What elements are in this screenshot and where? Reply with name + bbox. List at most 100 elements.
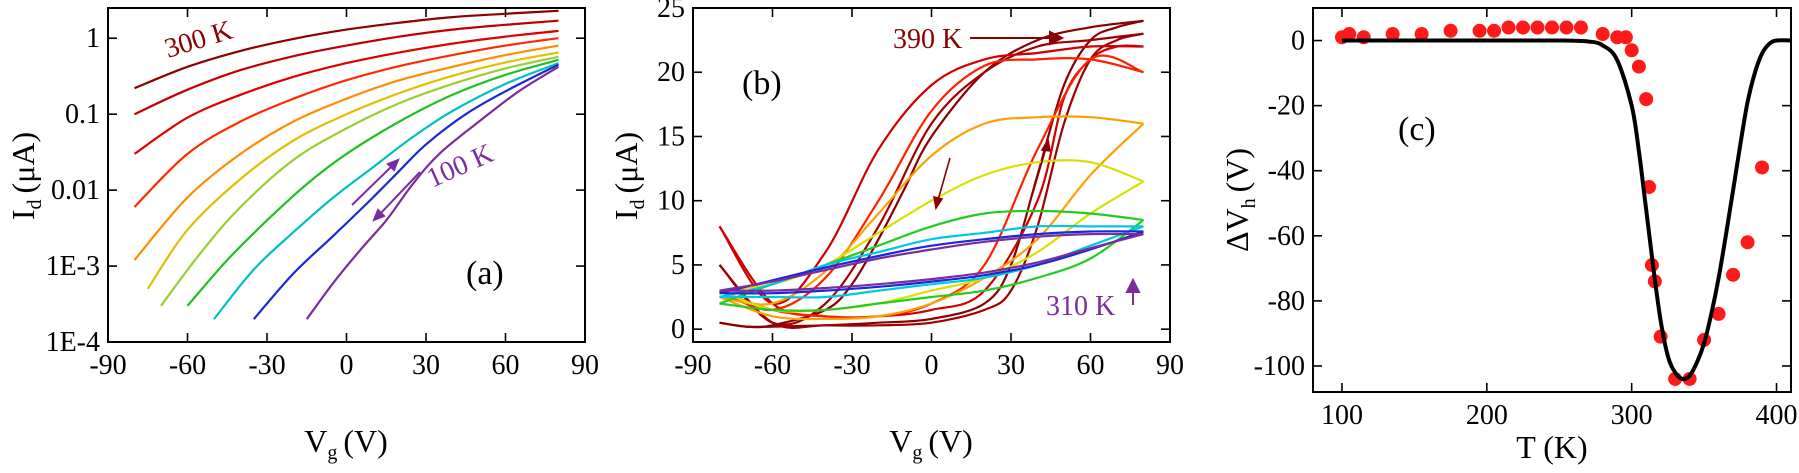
panel-a-xtick-label: 30	[412, 350, 440, 381]
panel-b: -90 -60 -30 0 30 60 90 0 5 10 15 20 25 (b) Vg (V) Id(…	[608, 0, 1184, 464]
panel-b-xtick-label: -30	[833, 350, 870, 381]
panel-c-xtick-label: 400	[1756, 400, 1798, 431]
panel-c-ytick-label: -20	[1268, 91, 1305, 122]
panel-b-series-line	[719, 225, 1144, 299]
panel-c-ytick-label: -60	[1268, 221, 1305, 252]
panel-c-data-point	[1639, 92, 1654, 107]
panel-c-data-point	[1559, 20, 1574, 35]
panel-b-ytick-label: 10	[657, 186, 685, 217]
panel-a-series-line	[160, 55, 559, 307]
panel-a-ylabel: Id(μA)	[5, 132, 46, 220]
panel-c-ytick-label: -40	[1268, 156, 1305, 187]
panel-b-ylabel: Id(μA)	[608, 132, 649, 220]
panel-a-series-line	[134, 19, 559, 116]
panel-b-ytick-label: 20	[657, 57, 685, 88]
panel-c-ytick-label: 0	[1291, 26, 1305, 57]
panel-b-series-line	[719, 19, 1144, 329]
panel-a-tick-labels: -90 -60 -30 0 30 60 90 1E-4 1E-3 0.01 0.1 1	[46, 23, 599, 381]
panel-c-tick-labels: 100 200 300 400 0 -20 -40 -60 -80 -100	[1254, 26, 1798, 431]
panel-a-annotation-100k: 100 K	[422, 138, 498, 194]
panel-c-data-point	[1624, 43, 1639, 58]
panel-c-data-point	[1631, 59, 1646, 74]
panel-c-ylabel: ΔVh(V)	[1219, 148, 1260, 252]
panel-b-series-line	[719, 57, 1144, 312]
panel-a-xlabel: Vg (V)	[304, 423, 388, 464]
panel-b-tick-labels: -90 -60 -30 0 30 60 90 0 5 10 15 20 25	[657, 0, 1184, 381]
panel-c-data-point	[1755, 160, 1770, 175]
panel-a-series	[133, 9, 560, 320]
panel-c-data-point	[1595, 27, 1610, 42]
panel-a-series-line	[134, 9, 559, 90]
panel-c-ticks	[1313, 8, 1791, 392]
panel-c-data-point	[1501, 20, 1516, 35]
panel-b-xtick-label: 30	[997, 350, 1025, 381]
panel-a-xtick-label: -90	[89, 350, 126, 381]
panel-c-data-point	[1711, 306, 1726, 321]
panel-a-xtick-label: 90	[571, 350, 599, 381]
panel-c-xtick-label: 300	[1611, 400, 1653, 431]
panel-a-ytick-label: 1	[86, 23, 100, 54]
panel-a-series-line	[133, 29, 559, 155]
panel-a-series-line	[146, 51, 559, 290]
panel-c-data-point	[1682, 371, 1697, 386]
panel-b-series-line	[718, 32, 1144, 326]
panel-c-data-point	[1472, 23, 1487, 38]
panel-a-series-line	[252, 63, 559, 320]
panel-b-series-line	[719, 230, 1144, 295]
panel-c-series	[1334, 20, 1791, 386]
panel-a-xtick-label: 0	[340, 350, 354, 381]
panel-c-xlabel: T (K)	[1516, 429, 1587, 465]
panel-a-frame	[107, 7, 586, 343]
panel-b-xtick-label: -90	[674, 350, 711, 381]
panel-b-series	[718, 19, 1145, 329]
panel-c-data-point	[1530, 20, 1545, 35]
panel-a-ytick-label: 0.01	[51, 175, 100, 206]
panel-c-xtick-label: 200	[1466, 400, 1508, 431]
panel-b-series-line	[719, 233, 1144, 292]
panel-b-series-line	[719, 115, 1144, 306]
panel-a-xtick-label: -30	[248, 350, 285, 381]
panel-b-ytick-label: 25	[657, 0, 685, 24]
panel-b-xtick-label: 60	[1077, 350, 1105, 381]
panel-c-xtick-label: 100	[1321, 400, 1363, 431]
panel-b-series-line	[719, 230, 1144, 295]
panel-a: -90 -60 -30 0 30 60 90 1E-4 1E-3 0.01 0.1 1 (a) Vg(…	[5, 7, 599, 464]
panel-b-ytick-label: 5	[671, 250, 685, 281]
panel-a-series-line	[186, 58, 559, 307]
panel-b-label: (b)	[742, 65, 782, 102]
panel-c-data-point	[1726, 267, 1741, 282]
panel-c-data-point	[1385, 27, 1400, 42]
panel-c-ytick-label: -100	[1254, 351, 1305, 382]
panel-b-xtick-label: 0	[925, 350, 939, 381]
panel-c-label: (c)	[1398, 111, 1436, 148]
panel-b-frame	[692, 7, 1171, 343]
panel-b-series-line	[719, 122, 1145, 321]
panel-a-xtick-label: -60	[169, 350, 206, 381]
panel-c-data-point	[1618, 30, 1633, 45]
panel-a-series-line	[213, 62, 559, 320]
panel-a-series-line	[133, 44, 559, 261]
panel-b-xtick-label: -60	[754, 350, 791, 381]
panel-b-xlabel: Vg (V)	[889, 423, 973, 464]
panel-b-series-line	[718, 44, 1144, 305]
panel-c-data-point	[1414, 27, 1429, 42]
panel-c-data-point	[1516, 20, 1531, 35]
panel-b-xtick-label: 90	[1156, 350, 1184, 381]
panel-c-data-point	[1443, 23, 1458, 38]
panel-c-series-line	[1342, 38, 1791, 382]
panel-c-data-point	[1740, 235, 1755, 250]
panel-a-ytick-label: 0.1	[65, 99, 100, 130]
panel-b-series-line	[719, 232, 1144, 292]
panel-b-annotation-390k: 390 K	[893, 24, 962, 55]
panel-a-annotation-300k: 300 K	[161, 15, 236, 65]
panel-b-annotation-310k: 310 K	[1046, 291, 1115, 322]
panel-c-frame	[1312, 7, 1792, 393]
panel-a-ytick-label: 1E-3	[46, 251, 100, 282]
panel-a-series-line	[305, 65, 560, 320]
panel-b-series-line	[719, 219, 1145, 312]
panel-c-data-point	[1342, 27, 1357, 42]
panel-a-arrows	[351, 158, 421, 222]
panel-c-data-point	[1545, 20, 1559, 35]
panel-b-ytick-label: 15	[657, 121, 685, 152]
panel-c-data-point	[1487, 23, 1502, 38]
